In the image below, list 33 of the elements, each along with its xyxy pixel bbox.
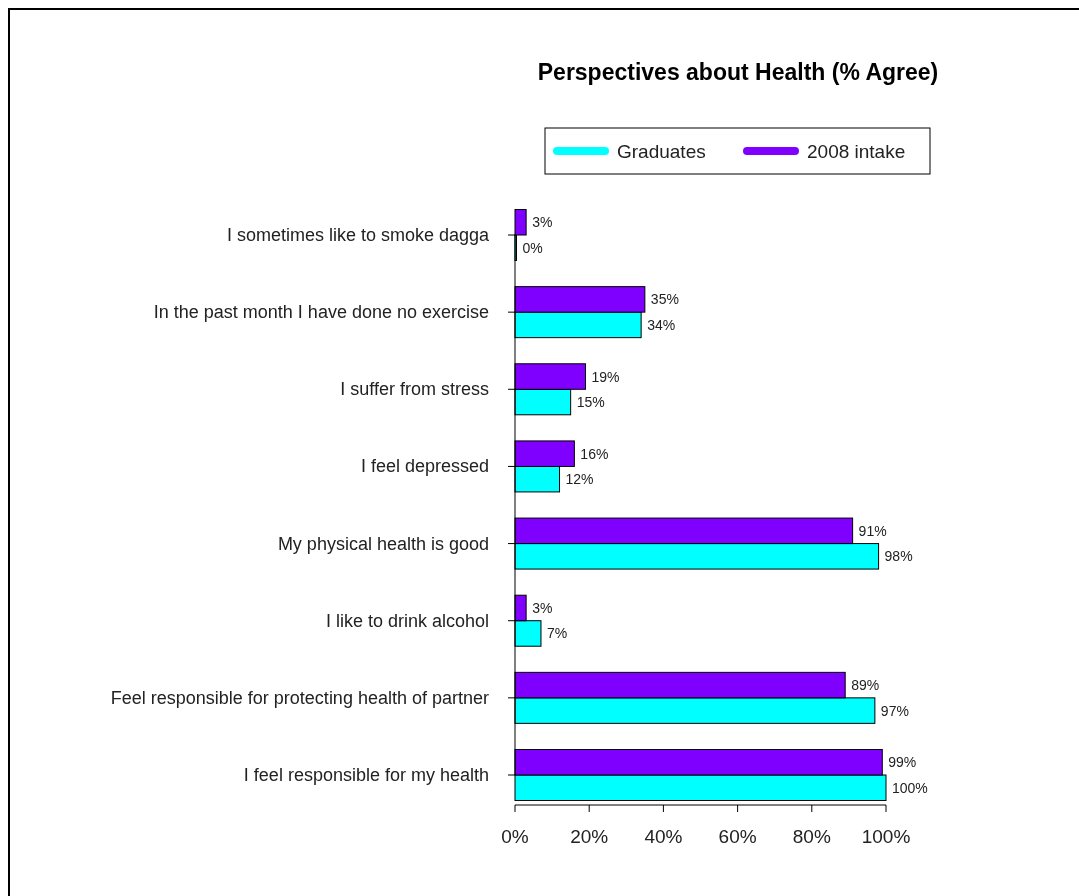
x-tick-label: 40% xyxy=(644,826,683,847)
data-label: 3% xyxy=(532,599,553,616)
data-label: 16% xyxy=(580,445,609,462)
x-tick-label: 80% xyxy=(792,826,831,847)
x-tick-label: 0% xyxy=(501,826,529,847)
data-label: 3% xyxy=(532,214,553,231)
data-label: 89% xyxy=(851,677,880,694)
y-tick-label: I suffer from stress xyxy=(340,379,489,400)
y-tick-label: I feel responsible for my health xyxy=(243,765,489,785)
data-label: 98% xyxy=(884,548,913,565)
data-label: 12% xyxy=(565,471,594,488)
data-label: 34% xyxy=(647,316,676,333)
legend-label: 2008 intake xyxy=(807,141,906,162)
data-label: 100% xyxy=(892,779,928,796)
y-tick-label: I feel depressed xyxy=(360,456,489,477)
y-tick-label: I sometimes like to smoke dagga xyxy=(226,225,490,245)
data-label: 7% xyxy=(546,625,568,642)
data-label: 35% xyxy=(650,291,679,308)
y-tick-label: My physical health is good xyxy=(277,533,489,554)
chart-title: Perspectives about Health (% Agree) xyxy=(537,59,939,85)
x-tick-label: 60% xyxy=(718,826,757,847)
y-tick-label: I like to drink alcohol xyxy=(325,610,489,631)
y-tick-label: Feel responsible for protecting health of partner xyxy=(110,687,489,708)
x-tick-label: 100% xyxy=(861,826,911,847)
data-label: 15% xyxy=(576,394,605,411)
y-tick-label: In the past month I have done no exercise xyxy=(153,302,489,323)
data-label: 91% xyxy=(858,522,887,539)
data-label: 19% xyxy=(591,368,620,385)
data-label: 0% xyxy=(522,239,543,256)
x-tick-label: 20% xyxy=(570,826,609,847)
data-label: 99% xyxy=(888,754,917,771)
legend-label: Graduates xyxy=(617,141,706,162)
data-label: 97% xyxy=(880,702,909,719)
